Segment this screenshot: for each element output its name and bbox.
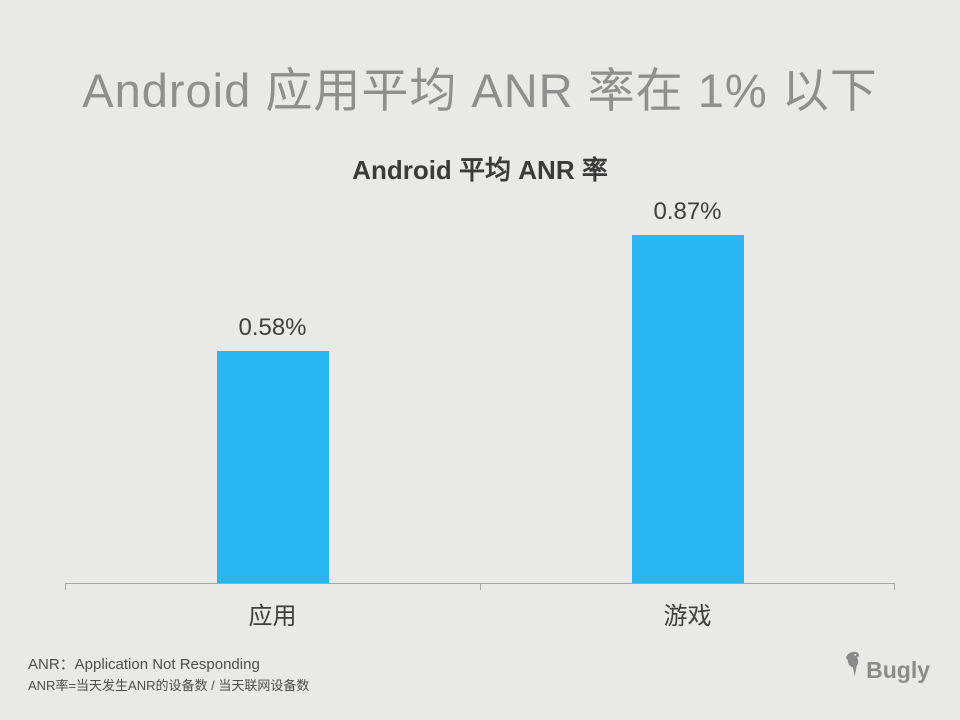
category-label-games: 游戏 <box>663 603 712 630</box>
category-axis-labels: 应用 游戏 <box>65 584 895 631</box>
axis-tick <box>65 584 66 590</box>
bar-games <box>631 235 744 583</box>
value-label-games: 0.87% <box>653 198 722 225</box>
bar-group-apps: 0.58% <box>65 191 480 583</box>
bar-chart: Android 平均 ANR 率 0.58% 0.87% 应用 游戏 <box>65 150 895 631</box>
page-title: Android 应用平均 ANR 率在 1% 以下 <box>82 64 878 117</box>
bar-group-games: 0.87% <box>480 191 895 583</box>
x-axis <box>65 583 895 590</box>
category-label-apps: 应用 <box>248 603 297 630</box>
bugly-bird-icon <box>844 651 861 682</box>
chart-title: Android 平均 ANR 率 <box>352 155 608 185</box>
plot-area: 0.58% 0.87% <box>65 191 895 583</box>
value-label-apps: 0.58% <box>238 314 307 341</box>
axis-tick <box>480 584 481 590</box>
bar-apps <box>216 351 329 583</box>
footnote-line-1: ANR：Application Not Responding <box>28 655 260 673</box>
axis-tick <box>894 584 895 590</box>
bugly-logo-text: Bugly <box>866 657 930 683</box>
footnote: ANR：Application Not Responding ANR率=当天发生… <box>28 653 309 696</box>
bugly-logo: Bugly <box>844 651 930 682</box>
footnote-line-2: ANR率=当天发生ANR的设备数 / 当天联网设备数 <box>28 677 310 693</box>
